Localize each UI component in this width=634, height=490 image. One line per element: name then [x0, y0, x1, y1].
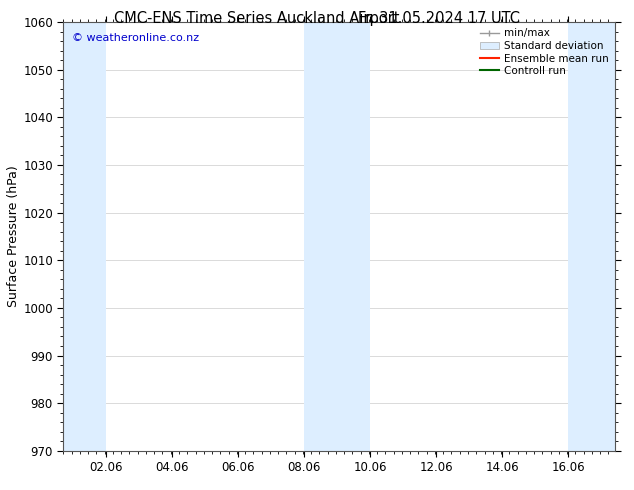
- Bar: [304, 22, 370, 451]
- Text: © weatheronline.co.nz: © weatheronline.co.nz: [72, 33, 199, 43]
- Bar: [569, 22, 615, 451]
- Y-axis label: Surface Pressure (hPa): Surface Pressure (hPa): [8, 166, 20, 307]
- Bar: [63, 22, 106, 451]
- Text: CMC-ENS Time Series Auckland Airport: CMC-ENS Time Series Auckland Airport: [114, 11, 399, 26]
- Text: Fr. 31.05.2024 17 UTC: Fr. 31.05.2024 17 UTC: [358, 11, 520, 26]
- Legend: min/max, Standard deviation, Ensemble mean run, Controll run: min/max, Standard deviation, Ensemble me…: [476, 24, 613, 80]
